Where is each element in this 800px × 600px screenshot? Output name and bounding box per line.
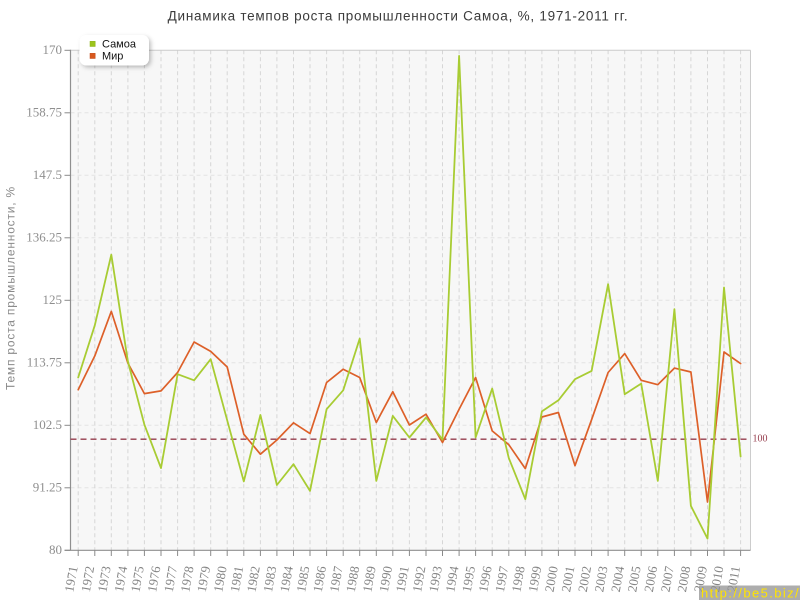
- svg-text:1972: 1972: [78, 565, 97, 593]
- svg-text:147.5: 147.5: [33, 167, 62, 182]
- svg-text:91.25: 91.25: [33, 479, 62, 494]
- svg-text:1980: 1980: [210, 565, 229, 593]
- svg-text:1997: 1997: [492, 564, 511, 593]
- svg-text:1973: 1973: [94, 565, 113, 593]
- svg-text:1998: 1998: [508, 565, 527, 593]
- svg-text:80: 80: [49, 542, 62, 557]
- svg-text:1989: 1989: [359, 565, 378, 593]
- svg-text:1981: 1981: [227, 565, 246, 593]
- svg-text:1975: 1975: [128, 565, 147, 593]
- svg-text:1971: 1971: [61, 565, 80, 593]
- svg-text:2007: 2007: [658, 564, 677, 593]
- svg-text:158.75: 158.75: [26, 104, 62, 119]
- svg-text:2001: 2001: [558, 565, 577, 593]
- svg-text:102.5: 102.5: [33, 417, 62, 432]
- svg-text:Темп роста промышленности, %: Темп роста промышленности, %: [4, 186, 18, 390]
- svg-text:2003: 2003: [591, 565, 610, 593]
- svg-text:1986: 1986: [310, 564, 329, 593]
- svg-text:2008: 2008: [674, 565, 693, 593]
- svg-text:http://be5.biz/: http://be5.biz/: [701, 586, 800, 600]
- svg-text:1979: 1979: [194, 565, 213, 593]
- svg-text:1994: 1994: [442, 564, 461, 593]
- svg-text:1985: 1985: [293, 565, 312, 593]
- svg-text:170: 170: [43, 42, 63, 57]
- svg-text:2002: 2002: [575, 565, 594, 593]
- svg-text:Динамика темпов роста промышле: Динамика темпов роста промышленности Сам…: [168, 9, 629, 24]
- svg-text:Мир: Мир: [102, 50, 123, 62]
- svg-text:2005: 2005: [624, 565, 643, 593]
- svg-text:1983: 1983: [260, 565, 279, 593]
- svg-text:1974: 1974: [111, 564, 130, 593]
- svg-text:1992: 1992: [409, 565, 428, 593]
- svg-text:1984: 1984: [277, 564, 296, 593]
- svg-text:1982: 1982: [244, 565, 263, 593]
- svg-text:1988: 1988: [343, 565, 362, 593]
- svg-text:Самоа: Самоа: [102, 38, 137, 50]
- svg-text:1993: 1993: [426, 565, 445, 593]
- svg-text:1977: 1977: [161, 564, 180, 593]
- svg-text:1999: 1999: [525, 565, 544, 593]
- svg-text:125: 125: [43, 292, 63, 307]
- svg-text:136.25: 136.25: [26, 229, 62, 244]
- svg-text:1990: 1990: [376, 565, 395, 593]
- svg-text:1987: 1987: [326, 564, 345, 593]
- svg-text:113.75: 113.75: [27, 354, 62, 369]
- svg-text:2004: 2004: [608, 564, 627, 593]
- svg-text:1978: 1978: [177, 565, 196, 593]
- svg-text:1996: 1996: [475, 564, 494, 593]
- svg-text:100: 100: [753, 433, 768, 444]
- svg-text:1991: 1991: [393, 565, 412, 593]
- svg-text:1995: 1995: [459, 565, 478, 593]
- svg-text:2000: 2000: [542, 565, 561, 593]
- svg-text:2006: 2006: [641, 564, 660, 593]
- svg-text:1976: 1976: [144, 564, 163, 593]
